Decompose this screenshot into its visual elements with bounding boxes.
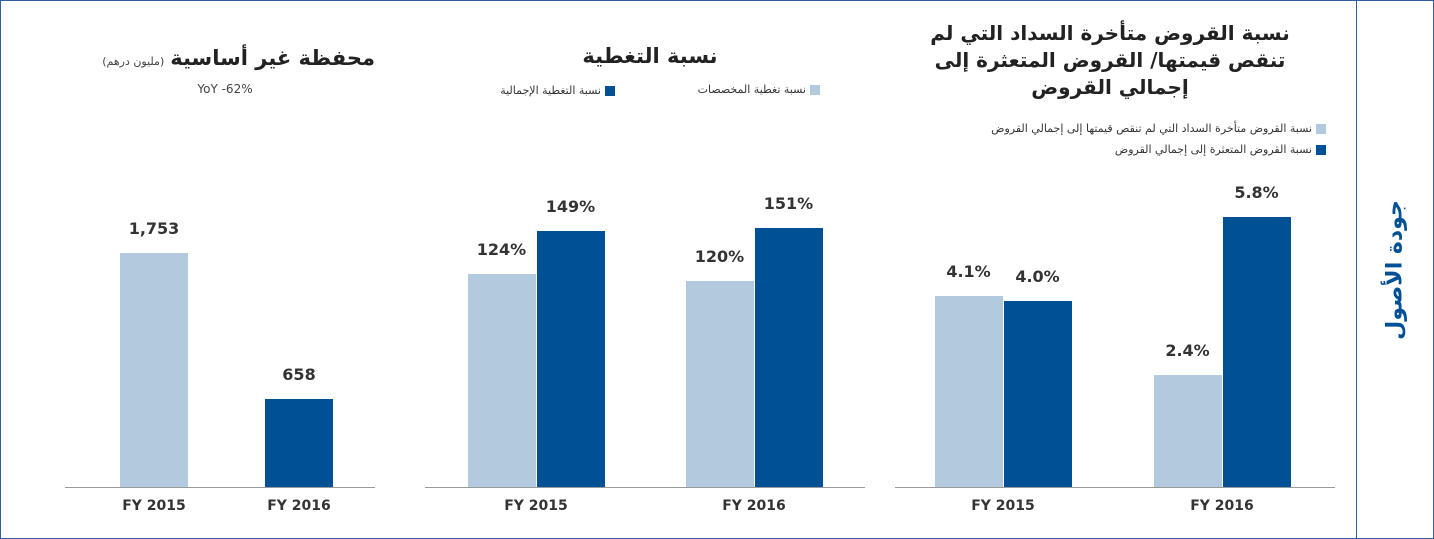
bar (754, 228, 823, 487)
title-note: (مليون درهم) (102, 55, 165, 68)
divider (1356, 0, 1357, 539)
baseline (425, 487, 865, 488)
bar (120, 253, 188, 487)
value-label: 5.8% (1234, 183, 1279, 202)
legend-swatch (1316, 144, 1326, 155)
bar (685, 281, 754, 487)
value-label: 149% (545, 197, 596, 217)
legend-label: نسبة القروض المتعثرة إلى إجمالي القروض (1114, 143, 1312, 156)
chart-title: محفظة غير أساسية (170, 46, 375, 70)
bar (265, 399, 333, 487)
legend-swatch (1316, 123, 1326, 134)
bar (467, 274, 536, 487)
bar (1003, 300, 1072, 487)
value-label: 4.0% (1015, 266, 1060, 286)
subtitle: YoY -62% (197, 82, 253, 96)
value-label: 4.1% (946, 262, 991, 282)
legend-item: نسبة التغطية الإجمالية (500, 84, 615, 97)
section-title: جودة الأصول (1382, 200, 1408, 340)
value-label: 151% (763, 194, 814, 213)
x-tick-label: FY 2015 (122, 498, 186, 514)
value-label: 2.4% (1165, 341, 1210, 361)
x-tick-label: FY 2015 (971, 498, 1035, 514)
value-label: 120% (694, 247, 745, 267)
legend-item: نسبة القروض متأخرة السداد التي لم تنقص ق… (991, 122, 1326, 135)
baseline (65, 487, 375, 488)
bar (536, 231, 605, 487)
value-label: 658 (282, 365, 316, 385)
legend-item: نسبة القروض المتعثرة إلى إجمالي القروض (1115, 143, 1326, 156)
value-label: 1,753 (128, 219, 180, 238)
legend-swatch (810, 84, 820, 95)
bar (934, 296, 1003, 487)
legend-item: نسبة تغطية المخصصات (698, 83, 820, 96)
chart-title: نسبة التغطية (582, 44, 718, 68)
x-tick-label: FY 2016 (722, 498, 786, 514)
bar (1153, 375, 1222, 487)
legend-swatch (605, 85, 615, 96)
baseline (895, 487, 1335, 488)
bar (1222, 217, 1291, 487)
x-tick-label: FY 2016 (267, 498, 331, 514)
value-label: 124% (476, 240, 527, 260)
legend-label: نسبة التغطية الإجمالية (500, 84, 601, 97)
title-row: محفظة غير أساسية (مليون درهم) (102, 46, 375, 70)
x-tick-label: FY 2016 (1190, 498, 1254, 514)
legend-label: نسبة القروض متأخرة السداد التي لم تنقص ق… (991, 122, 1312, 135)
chart-title: نسبة القروض متأخرة السداد التي لم تنقص ق… (930, 21, 1290, 99)
x-tick-label: FY 2015 (504, 498, 568, 514)
legend-label: نسبة تغطية المخصصات (697, 83, 806, 96)
